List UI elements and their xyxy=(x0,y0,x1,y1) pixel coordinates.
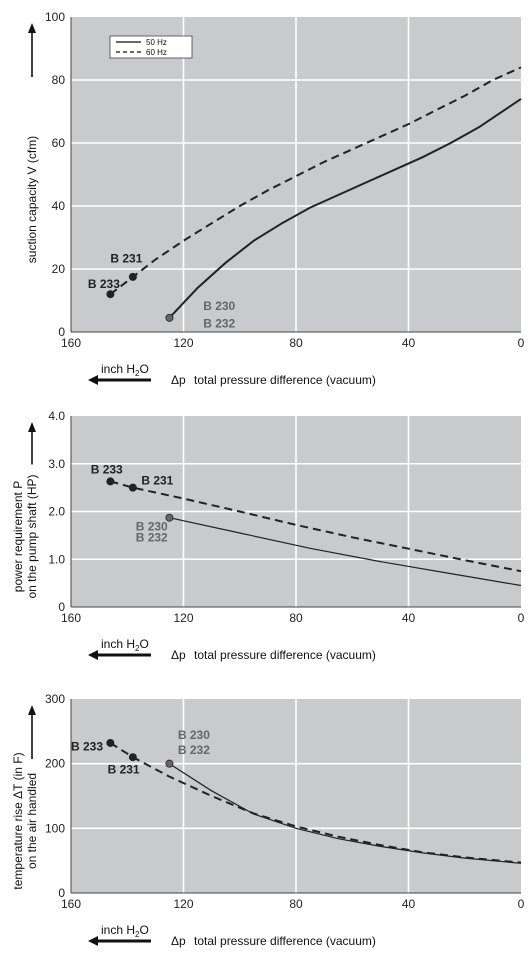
x-axis-label: total pressure difference (vacuum) xyxy=(194,934,376,948)
curve-endpoint-marker xyxy=(128,483,137,492)
x-axis-label: total pressure difference (vacuum) xyxy=(194,648,376,662)
chart-1: 160 120 80 40 0 0 20 40 60 80 100 B 231 B 233 B 230 B … xyxy=(25,10,525,387)
model-label: B 231 xyxy=(141,473,173,487)
y-axis-label: power requirement P xyxy=(11,481,25,592)
y-tick-label: 0 xyxy=(58,325,65,339)
x-tick-label: 160 xyxy=(61,336,81,350)
curve-endpoint-marker xyxy=(106,290,115,299)
y-tick-label: 4.0 xyxy=(48,409,65,423)
y-axis-label: on the air handled xyxy=(25,773,39,869)
delta-p-symbol: Δp xyxy=(171,934,186,948)
up-arrow-icon xyxy=(28,23,36,33)
y-tick-label: 0 xyxy=(58,886,65,900)
x-axis-unit: inch H2O xyxy=(101,923,149,939)
y-axis-label: on the pump shaft (HP) xyxy=(25,474,39,598)
model-label: B 230 xyxy=(203,299,235,313)
y-tick-label: 300 xyxy=(45,692,65,706)
legend-label: 60 Hz xyxy=(146,48,167,57)
delta-p-symbol: Δp xyxy=(171,648,186,662)
model-label: B 232 xyxy=(203,316,235,330)
model-label: B 233 xyxy=(88,277,120,291)
up-arrow-icon xyxy=(28,705,36,715)
curve-endpoint-marker xyxy=(165,313,174,322)
model-label: B 232 xyxy=(136,531,168,545)
x-tick-label: 120 xyxy=(173,611,193,625)
y-tick-label: 1.0 xyxy=(48,552,65,566)
curve-endpoint-marker xyxy=(128,753,137,762)
curve-endpoint-marker xyxy=(106,738,115,747)
curve-endpoint-marker xyxy=(106,477,115,486)
series-50hz-line xyxy=(169,517,522,587)
x-axis-unit: inch H2O xyxy=(101,362,149,378)
model-label: B 231 xyxy=(108,762,140,776)
x-tick-label: 80 xyxy=(289,897,303,911)
up-arrow-icon xyxy=(28,422,36,432)
model-label: B 231 xyxy=(110,252,142,266)
y-axis-label: temperature rise ΔT (in F) xyxy=(11,752,25,889)
x-tick-label: 40 xyxy=(402,336,416,350)
left-arrow-icon xyxy=(88,375,98,385)
y-tick-label: 20 xyxy=(52,262,66,276)
x-tick-label: 40 xyxy=(402,611,416,625)
y-tick-label: 2.0 xyxy=(48,505,65,519)
y-tick-label: 200 xyxy=(45,757,65,771)
series-60hz-line xyxy=(109,742,522,864)
y-tick-label: 3.0 xyxy=(48,457,65,471)
model-label: B 230 xyxy=(178,728,210,742)
x-tick-label: 0 xyxy=(518,336,525,350)
left-arrow-icon xyxy=(88,650,98,660)
model-label: B 232 xyxy=(178,743,210,757)
model-label: B 233 xyxy=(91,462,123,476)
curve-endpoint-marker xyxy=(128,272,137,281)
x-tick-label: 120 xyxy=(173,897,193,911)
x-tick-label: 120 xyxy=(173,336,193,350)
x-tick-label: 40 xyxy=(402,897,416,911)
y-tick-label: 60 xyxy=(52,136,66,150)
y-tick-label: 100 xyxy=(45,10,65,24)
left-arrow-icon xyxy=(88,936,98,946)
series-60hz-line xyxy=(109,66,522,295)
delta-p-symbol: Δp xyxy=(171,373,186,387)
chart-2: 160 120 80 40 0 0 1.0 2.0 3.0 4.0 B 233 B 231 B 230B… xyxy=(11,409,525,662)
curve-endpoint-marker xyxy=(165,759,174,768)
y-tick-label: 100 xyxy=(45,821,65,835)
model-label: B 233 xyxy=(71,740,103,754)
curve-endpoint-marker xyxy=(165,513,174,522)
x-tick-label: 0 xyxy=(518,897,525,911)
series-60hz-line xyxy=(110,480,522,573)
x-tick-label: 160 xyxy=(61,897,81,911)
series-50hz-line xyxy=(169,763,522,864)
y-tick-label: 80 xyxy=(52,73,66,87)
y-tick-label: 0 xyxy=(58,600,65,614)
x-axis-label: total pressure difference (vacuum) xyxy=(194,373,376,387)
x-axis-unit: inch H2O xyxy=(101,637,149,653)
x-tick-label: 80 xyxy=(289,336,303,350)
x-tick-label: 80 xyxy=(289,611,303,625)
y-tick-label: 40 xyxy=(52,199,66,213)
legend-label: 50 Hz xyxy=(146,38,167,47)
x-tick-label: 0 xyxy=(518,611,525,625)
model-label: B 230 xyxy=(136,520,168,534)
y-axis-label: suction capacity V (cfm) xyxy=(25,136,39,263)
series-50hz-line xyxy=(168,98,522,319)
x-tick-label: 160 xyxy=(61,611,81,625)
